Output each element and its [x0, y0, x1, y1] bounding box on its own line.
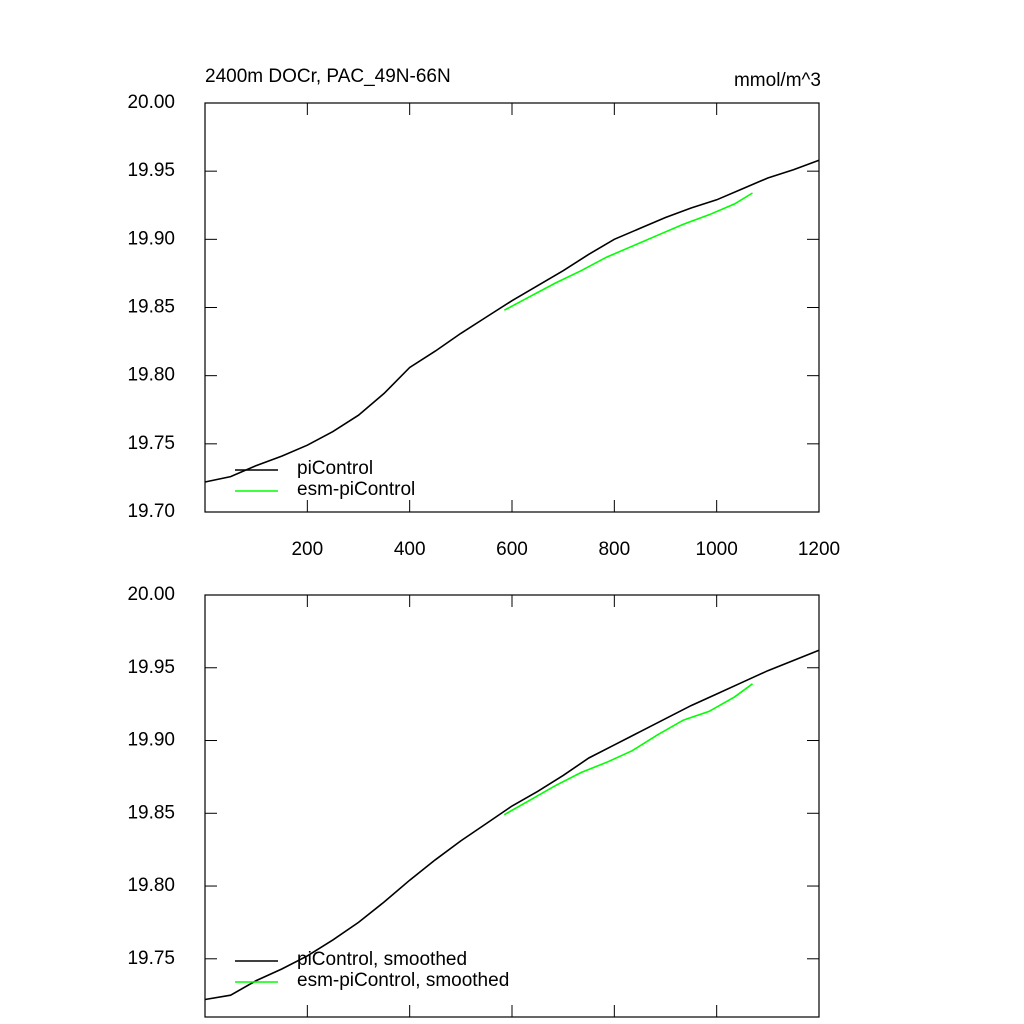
y-tick-label: 19.95	[127, 657, 175, 678]
x-tick-label: 800	[598, 539, 630, 560]
x-tick-label: 1000	[696, 539, 738, 560]
series-line	[503, 192, 753, 311]
y-tick-label: 19.70	[127, 501, 175, 522]
x-tick-label: 1200	[798, 539, 840, 560]
y-tick-label: 20.00	[127, 584, 175, 605]
y-tick-label: 20.00	[127, 92, 175, 113]
plot-frame	[204, 102, 820, 513]
y-tick-label: 19.95	[127, 160, 175, 181]
legend-label: esm-piControl	[297, 479, 415, 500]
series-line	[204, 159, 820, 483]
y-tick-label: 19.75	[127, 948, 175, 969]
y-tick-label: 19.85	[127, 297, 175, 318]
legend-label: esm-piControl, smoothed	[297, 970, 509, 991]
y-tick-label: 19.85	[127, 802, 175, 823]
y-tick-label: 19.80	[127, 875, 175, 896]
x-tick-label: 600	[496, 539, 528, 560]
y-tick-label: 19.90	[127, 228, 175, 249]
y-tick-label: 19.75	[127, 433, 175, 454]
units-label: mmol/m^3	[734, 70, 821, 91]
legend-label: piControl, smoothed	[297, 949, 467, 970]
y-tick-label: 19.80	[127, 365, 175, 386]
x-tick-label: 200	[291, 539, 323, 560]
y-tick-label: 19.90	[127, 730, 175, 751]
legend-label: piControl	[297, 458, 373, 479]
chart-title: 2400m DOCr, PAC_49N-66N	[205, 66, 451, 87]
x-tick-label: 400	[394, 539, 426, 560]
series-line	[204, 649, 820, 1001]
series-line	[503, 683, 753, 816]
